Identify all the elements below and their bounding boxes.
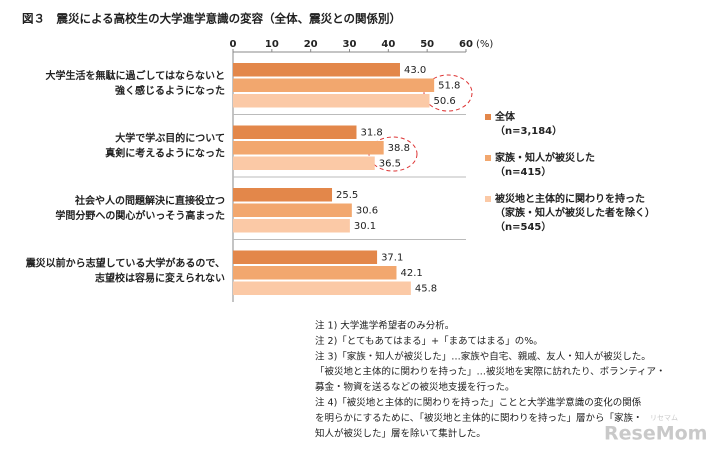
- axis-unit: (%): [476, 39, 493, 50]
- legend-label: 被災地と主体的に関わりを持った: [495, 192, 645, 205]
- legend-label: 全体: [494, 110, 516, 123]
- bar: [233, 188, 333, 202]
- note: 知人が被災した」層を除いて集計した。: [315, 427, 486, 439]
- y-tick-label: 強く感じるようになった: [115, 84, 225, 97]
- y-tick-label: 真剣に考えるようになった: [105, 146, 225, 159]
- y-tick-label: 震災以前から志望している大学があるので、: [26, 256, 225, 269]
- value-label: 37.1: [381, 253, 403, 264]
- bar: [233, 94, 430, 108]
- note: を明らかにするために、「被災地と主体的に関わりを持った」層から「家族・: [315, 412, 643, 424]
- x-tick-label: 10: [265, 39, 279, 50]
- note: 募金・物資を送るなどの被災地支援を行った。: [315, 381, 515, 393]
- note: 注 3)「家族・知人が被災した」…家族や自宅、親戚、友人・知人が被災した。: [315, 350, 651, 362]
- bar: [233, 156, 375, 170]
- x-tick-label: 30: [343, 39, 357, 50]
- legend-label: 家族・知人が被災した: [495, 151, 595, 164]
- bar: [233, 266, 397, 280]
- bar: [233, 125, 357, 139]
- value-label: 42.1: [400, 268, 422, 279]
- bar: [233, 219, 350, 233]
- note: 注 2)「とてもあてはまる」+「まあてはまる」の%。: [315, 335, 543, 347]
- bar: [233, 203, 352, 217]
- watermark: ReseMom: [604, 423, 707, 445]
- legend-note: （n=415）: [495, 165, 551, 178]
- note: 注 1) 大学進学希望者のみ分析。: [315, 320, 454, 332]
- x-tick-label: 0: [230, 39, 237, 50]
- value-label: 36.5: [379, 159, 401, 170]
- value-label: 43.0: [404, 65, 426, 76]
- bar: [233, 78, 435, 92]
- legend-swatch: [485, 114, 491, 120]
- y-tick-label: 志望校は容易に変えられない: [95, 271, 225, 284]
- y-tick-label: 大学で学ぶ目的について: [115, 131, 225, 144]
- value-label: 45.8: [415, 284, 437, 295]
- value-label: 38.8: [388, 143, 410, 154]
- watermark-kana: リセマム: [650, 414, 678, 422]
- bar: [233, 281, 411, 295]
- value-label: 51.8: [438, 81, 460, 92]
- x-tick-label: 40: [381, 39, 395, 50]
- y-tick-label: 学問分野への関心がいっそう高まった: [55, 209, 225, 222]
- note: 注 4)「被災地と主体的に関わりを持った」ことと大学進学意識の変化の関係: [315, 397, 642, 409]
- y-tick-label: 大学生活を無駄に過ごしてはならないと: [46, 69, 226, 82]
- highlight: [423, 74, 473, 112]
- value-label: 50.6: [433, 96, 455, 107]
- legend-note: （家族・知人が被災した者を除く）: [495, 206, 655, 219]
- y-tick-label: 社会や人の問題解決に直接役立つ: [74, 194, 225, 207]
- bar: [233, 63, 400, 77]
- x-tick-label: 50: [420, 39, 434, 50]
- chart-title: 図３ 震災による高校生の大学進学意識の変容（全体、震災との関係別）: [22, 12, 401, 26]
- legend-swatch: [485, 155, 491, 161]
- legend-swatch: [485, 196, 491, 202]
- bar: [233, 141, 384, 155]
- value-label: 31.8: [360, 128, 382, 139]
- value-label: 30.1: [354, 221, 376, 232]
- value-label: 25.5: [336, 190, 358, 201]
- bar: [233, 250, 378, 264]
- value-label: 30.6: [356, 206, 378, 217]
- note: 「被災地と主体的に関わりを持った」…被災地を実際に訪れたり、ボランティア・: [315, 366, 666, 378]
- legend-note: （n=3,184）: [495, 124, 562, 137]
- legend-note: （n=545）: [495, 220, 551, 233]
- x-tick-label: 60: [459, 39, 473, 50]
- x-tick-label: 20: [304, 39, 318, 50]
